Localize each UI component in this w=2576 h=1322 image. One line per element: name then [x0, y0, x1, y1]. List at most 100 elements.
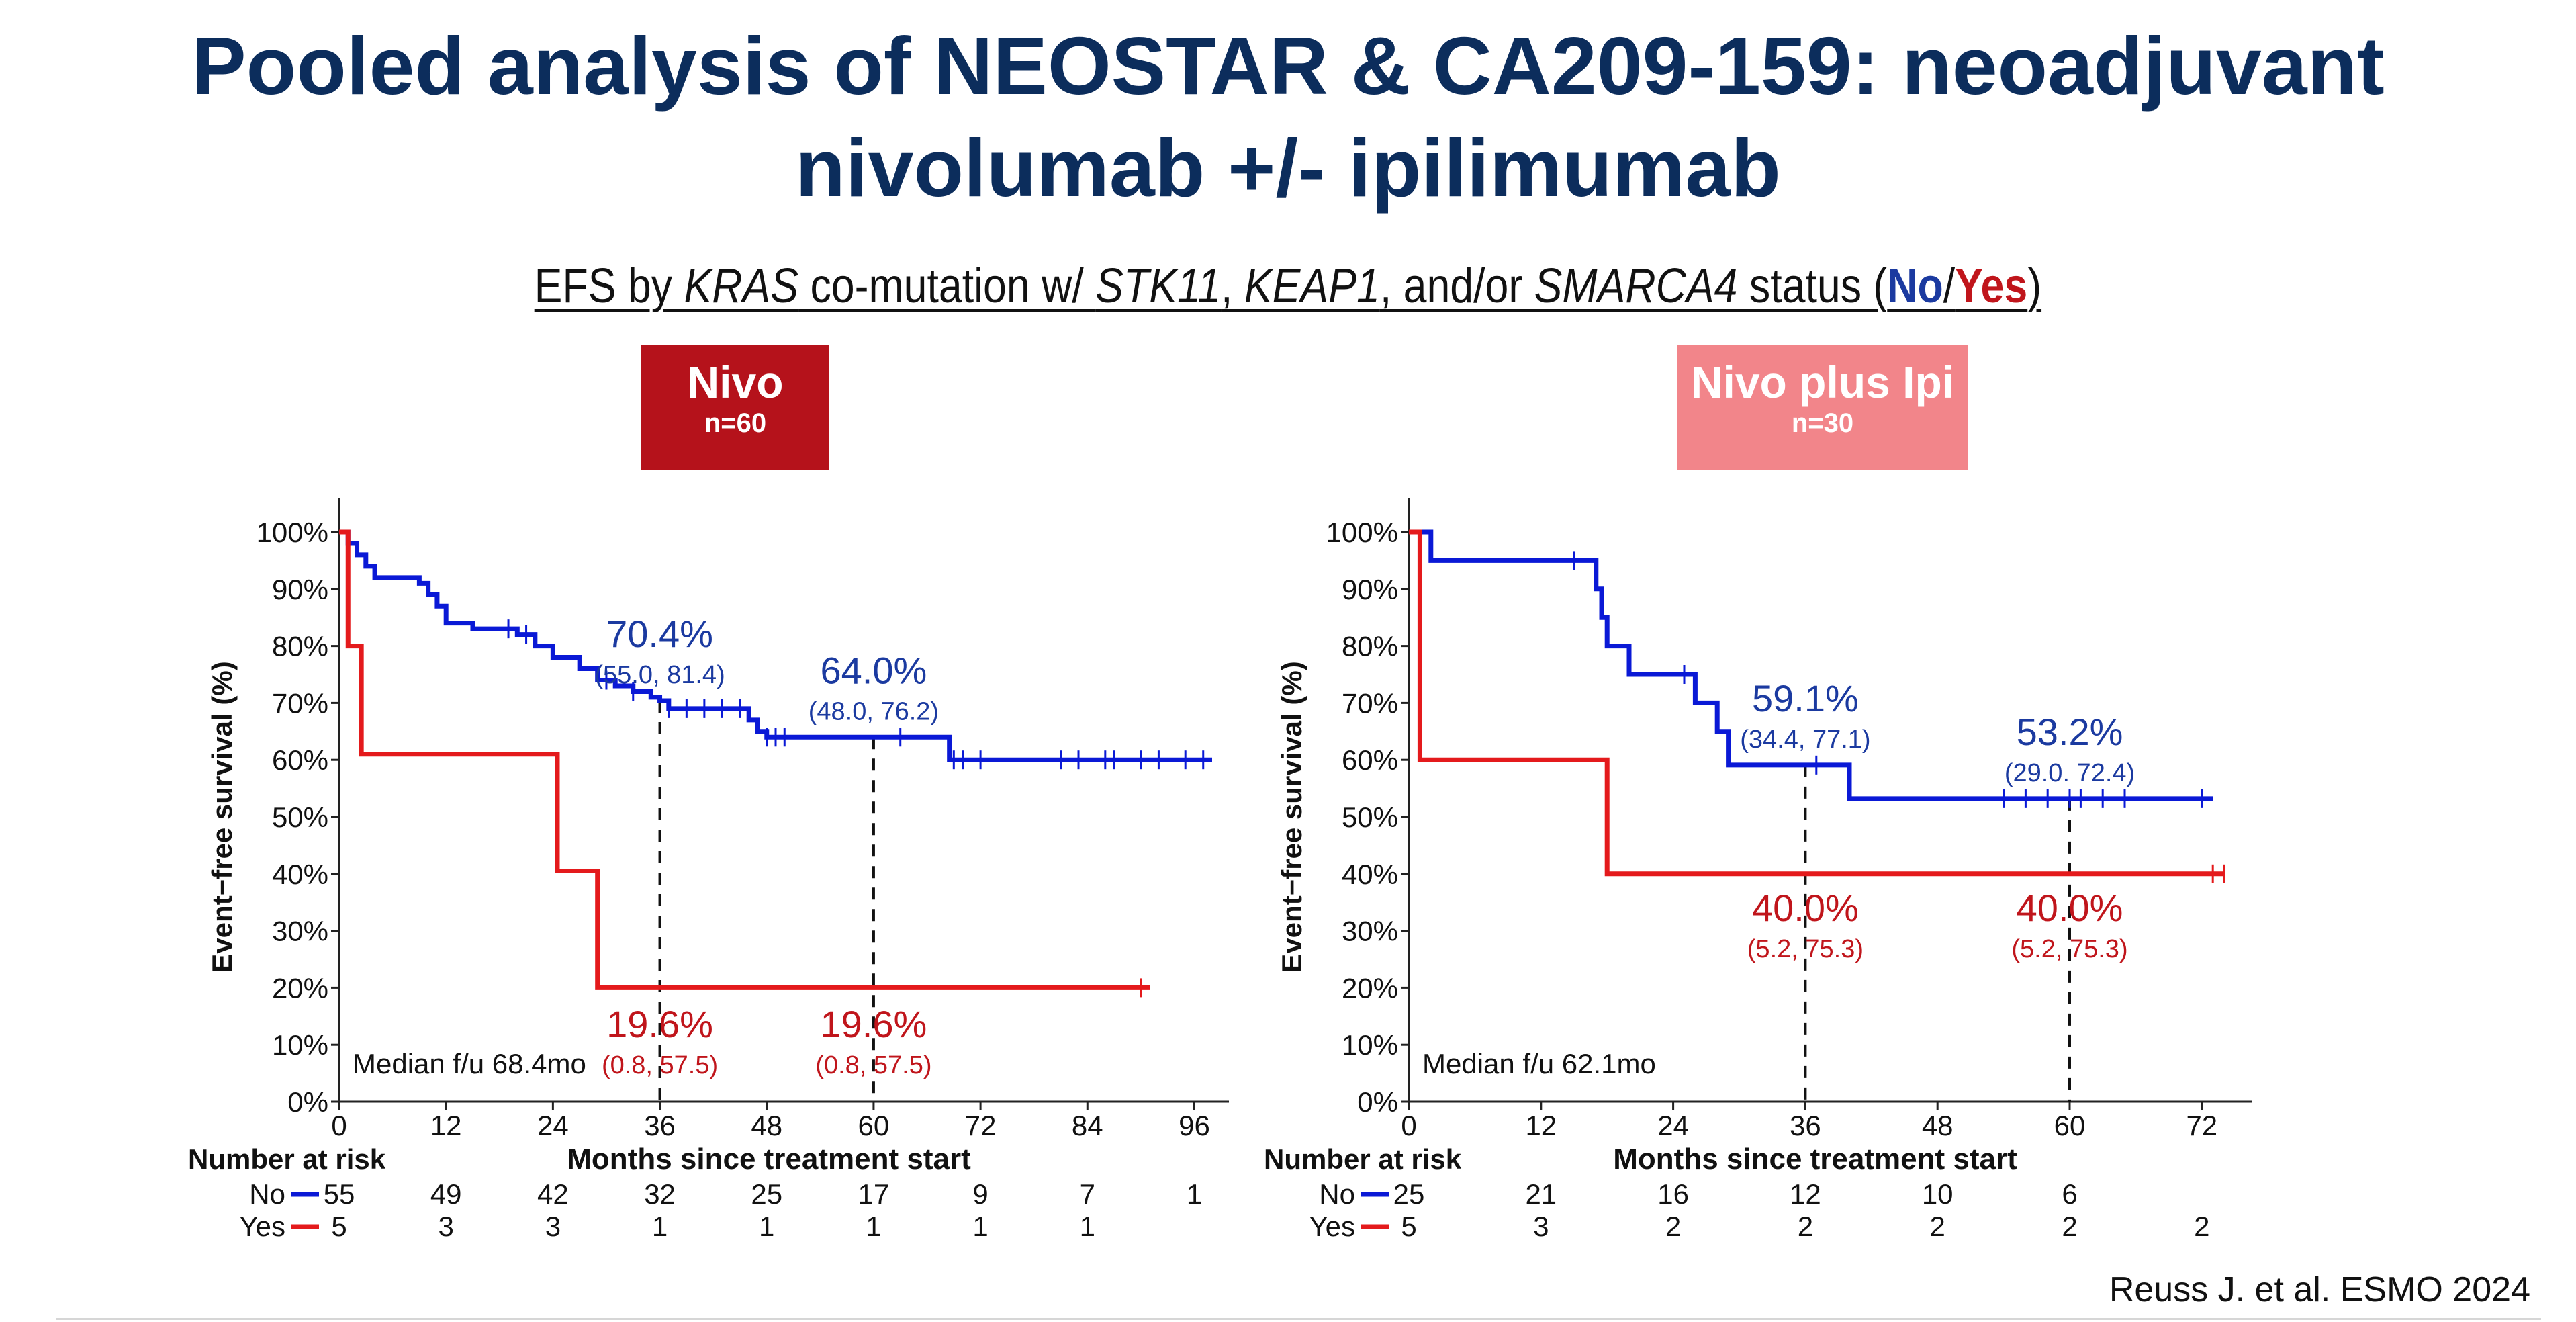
annotation-ci-yes: (5.2, 75.3) — [1747, 935, 1864, 963]
risk-cell: 42 — [537, 1178, 569, 1210]
risk-cell: 32 — [644, 1178, 676, 1210]
x-tick-label: 60 — [2054, 1110, 2086, 1141]
chart-subtitle: EFS by KRAS co-mutation w/ STK11, KEAP1,… — [534, 259, 2042, 313]
x-tick-label: 84 — [1072, 1110, 1103, 1141]
x-axis-title: Months since treatment start — [1613, 1143, 2017, 1176]
y-tick-label: 0% — [287, 1086, 328, 1118]
annotation-ci-no: (55.0, 81.4) — [594, 661, 725, 689]
bottom-divider — [56, 1318, 2541, 1320]
km-curve-yes — [339, 529, 1150, 990]
risk-table-title: Number at risk — [1264, 1143, 1462, 1175]
km-chart-nivo: 0%10%20%30%40%50%60%70%80%90%100%0 12 24 36… — [188, 498, 1229, 1242]
y-tick-label: 60% — [1342, 744, 1398, 776]
risk-cell: 7 — [1080, 1178, 1095, 1210]
x-tick-label: 96 — [1179, 1110, 1210, 1141]
annotation-value-yes: 19.6% — [606, 1003, 713, 1045]
y-tick-label: 100% — [1326, 517, 1398, 548]
annotation-ci-yes: (5.2, 75.3) — [2011, 935, 2127, 963]
risk-cell: 16 — [1657, 1178, 1689, 1210]
legend-no: No — [1887, 259, 1943, 313]
y-tick-label: 90% — [272, 574, 328, 605]
annotation-ci-no: (29.0. 72.4) — [2005, 759, 2135, 787]
risk-cell: 1 — [759, 1210, 774, 1242]
x-tick-label: 36 — [644, 1110, 676, 1141]
risk-cell: 1 — [866, 1210, 881, 1242]
slide-title: Pooled analysis of NEOSTAR & CA209-159: … — [0, 15, 2576, 219]
risk-cell: 21 — [1525, 1178, 1557, 1210]
y-axis-title: Event−free survival (%) — [206, 661, 238, 972]
x-tick-label: 12 — [430, 1110, 462, 1141]
risk-row-label: Yes — [1309, 1210, 1355, 1242]
risk-cell: 5 — [331, 1210, 347, 1242]
risk-table-title: Number at risk — [188, 1143, 386, 1175]
risk-row-label: No — [249, 1178, 285, 1210]
y-tick-label: 90% — [1342, 574, 1398, 605]
x-tick-label: 72 — [965, 1110, 997, 1141]
risk-cell: 55 — [324, 1178, 355, 1210]
x-tick-label: 48 — [1922, 1110, 1953, 1141]
y-tick-label: 80% — [1342, 631, 1398, 662]
km-curve-no — [339, 529, 1212, 762]
slide-title-line2: nivolumab +/- ipilimumab — [795, 122, 1781, 214]
y-tick-label: 0% — [1357, 1086, 1398, 1118]
risk-row-label: No — [1319, 1178, 1355, 1210]
y-tick-label: 60% — [272, 744, 328, 776]
nivo-ipi-arm-label: Nivo plus Ipi n=30 — [1677, 345, 1968, 470]
x-tick-label: 12 — [1525, 1110, 1557, 1141]
risk-cell: 49 — [430, 1178, 462, 1210]
annotation-value-no: 64.0% — [821, 649, 927, 691]
annotation-ci-no: (34.4, 77.1) — [1740, 725, 1870, 754]
y-tick-label: 30% — [272, 916, 328, 947]
risk-cell: 2 — [1798, 1210, 1813, 1242]
y-tick-label: 50% — [1342, 801, 1398, 833]
y-tick-label: 70% — [272, 687, 328, 719]
risk-cell: 1 — [1187, 1178, 1202, 1210]
annotation-value-no: 53.2% — [2017, 711, 2123, 753]
risk-cell: 25 — [751, 1178, 782, 1210]
risk-cell: 6 — [2062, 1178, 2077, 1210]
risk-cell: 2 — [1930, 1210, 1945, 1242]
y-tick-label: 70% — [1342, 687, 1398, 719]
median-followup-label: Median f/u 62.1mo — [1422, 1048, 1656, 1079]
x-tick-label: 24 — [1657, 1110, 1689, 1141]
y-tick-label: 10% — [272, 1029, 328, 1061]
risk-cell: 1 — [972, 1210, 988, 1242]
risk-cell: 3 — [545, 1210, 561, 1242]
y-axis-title: Event−free survival (%) — [1276, 661, 1307, 972]
y-tick-label: 10% — [1342, 1029, 1398, 1061]
y-tick-label: 30% — [1342, 916, 1398, 947]
km-curve-no — [1409, 529, 2213, 801]
y-tick-label: 20% — [272, 972, 328, 1004]
x-tick-label: 72 — [2186, 1110, 2217, 1141]
risk-cell: 3 — [439, 1210, 454, 1242]
risk-cell: 2 — [2194, 1210, 2209, 1242]
citation: Reuss J. et al. ESMO 2024 — [2109, 1270, 2530, 1309]
y-tick-label: 100% — [257, 517, 328, 548]
risk-cell: 17 — [858, 1178, 890, 1210]
nivo-arm-label: Nivo n=60 — [641, 345, 829, 470]
y-tick-label: 40% — [1342, 858, 1398, 890]
x-tick-label: 36 — [1790, 1110, 1821, 1141]
risk-cell: 25 — [1393, 1178, 1425, 1210]
x-tick-label: 0 — [1401, 1110, 1416, 1141]
risk-cell: 2 — [2062, 1210, 2077, 1242]
km-chart-nivo-ipi: 0%10%20%30%40%50%60%70%80%90%100%0 12 24 36… — [1264, 498, 2252, 1242]
risk-cell: 3 — [1533, 1210, 1549, 1242]
risk-cell: 1 — [1080, 1210, 1095, 1242]
km-curve-yes — [1409, 529, 2224, 877]
annotation-value-no: 59.1% — [1752, 677, 1859, 719]
annotation-ci-no: (48.0, 76.2) — [809, 697, 939, 725]
annotation-value-yes: 40.0% — [2017, 887, 2123, 929]
legend-yes: Yes — [1955, 259, 2028, 313]
x-tick-label: 24 — [537, 1110, 569, 1141]
x-tick-label: 48 — [751, 1110, 782, 1141]
annotation-value-yes: 40.0% — [1752, 887, 1859, 929]
x-axis-title: Months since treatment start — [567, 1143, 971, 1176]
risk-cell: 12 — [1790, 1178, 1821, 1210]
y-tick-label: 80% — [272, 631, 328, 662]
median-followup-label: Median f/u 68.4mo — [353, 1048, 586, 1079]
slide-title-line1: Pooled analysis of NEOSTAR & CA209-159: … — [191, 20, 2385, 112]
risk-row-label: Yes — [239, 1210, 285, 1242]
annotation-value-yes: 19.6% — [821, 1003, 927, 1045]
risk-cell: 1 — [652, 1210, 668, 1242]
